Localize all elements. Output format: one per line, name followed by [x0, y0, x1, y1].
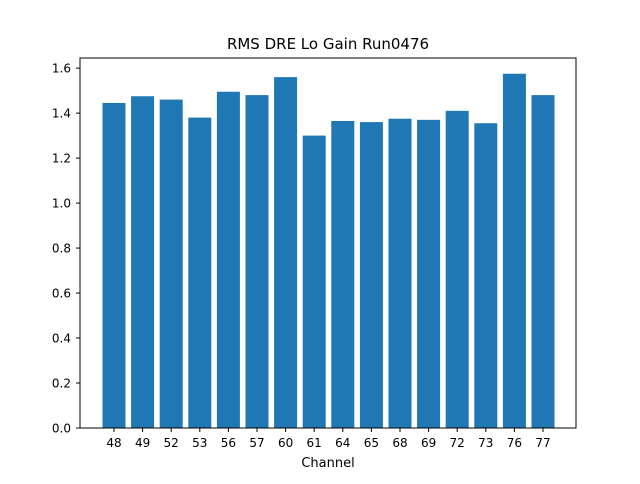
y-axis: 0.0 0.2 0.4 0.6 0.8 1.0 1.2 1.4 1.6 — [52, 62, 80, 436]
x-tick-label: 69 — [421, 436, 436, 450]
x-tick-label: 72 — [450, 436, 465, 450]
x-axis-label: Channel — [301, 456, 354, 471]
bar-channel-76 — [502, 73, 526, 429]
x-tick-label: 73 — [478, 436, 493, 450]
bar-channel-48 — [102, 102, 126, 428]
y-tick-label: 1.2 — [52, 152, 71, 166]
x-tick-label: 52 — [164, 436, 179, 450]
x-tick-label: 61 — [307, 436, 322, 450]
y-tick-label: 0.2 — [52, 377, 71, 391]
y-tick-label: 0.4 — [52, 332, 71, 346]
y-tick-label: 0.6 — [52, 287, 71, 301]
bar-channel-57 — [245, 95, 269, 429]
x-tick-label: 76 — [507, 436, 522, 450]
y-tick-label: 1.6 — [52, 62, 71, 76]
x-tick-label: 68 — [392, 436, 407, 450]
bar-channel-52 — [159, 99, 183, 429]
bar-channel-72 — [445, 110, 469, 429]
bars-group — [102, 73, 555, 429]
x-tick-label: 64 — [335, 436, 350, 450]
x-tick-label: 48 — [106, 436, 121, 450]
x-tick-label: 53 — [192, 436, 207, 450]
bar-channel-73 — [474, 123, 498, 428]
y-tick-label: 1.4 — [52, 107, 71, 121]
bar-channel-77 — [531, 95, 555, 429]
bar-channel-53 — [188, 117, 212, 428]
bar-channel-49 — [131, 96, 155, 429]
x-tick-label: 65 — [364, 436, 379, 450]
x-tick-label: 49 — [135, 436, 150, 450]
bar-channel-65 — [359, 122, 383, 428]
y-tick-label: 1.0 — [52, 197, 71, 211]
bar-channel-56 — [216, 91, 240, 429]
bar-channel-69 — [417, 119, 441, 428]
bar-channel-61 — [302, 135, 326, 428]
plot-frame — [79, 57, 577, 429]
chart-title: RMS DRE Lo Gain Run0476 — [227, 35, 429, 53]
y-tick-label: 0.8 — [52, 242, 71, 256]
x-axis: 48 49 52 53 56 57 60 61 64 65 68 69 72 73 76 77 — [106, 428, 551, 450]
bar-channel-64 — [331, 120, 355, 428]
x-tick-label: 77 — [535, 436, 550, 450]
bar-channel-68 — [388, 118, 412, 428]
x-tick-label: 57 — [249, 436, 264, 450]
bar-channel-60 — [274, 77, 298, 429]
y-tick-label: 0.0 — [52, 422, 71, 436]
x-tick-label: 56 — [221, 436, 236, 450]
x-tick-label: 60 — [278, 436, 293, 450]
